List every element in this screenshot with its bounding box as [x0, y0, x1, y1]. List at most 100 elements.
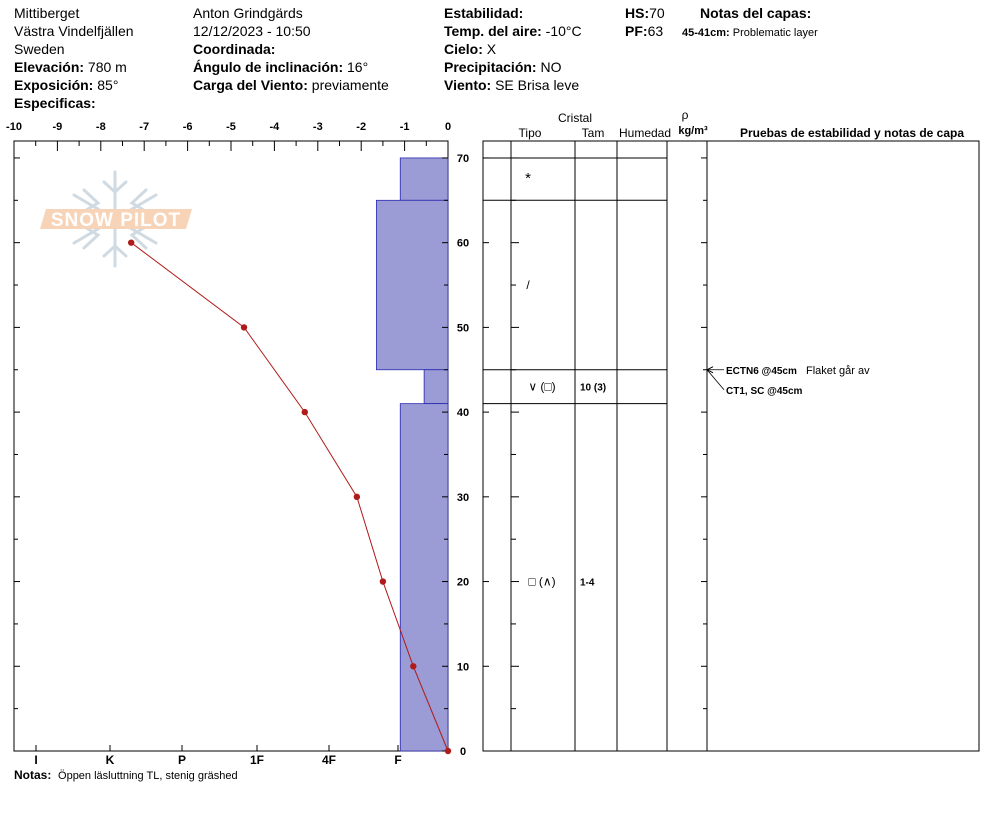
- precip-value: NO: [540, 59, 562, 75]
- depth-tick-label: 50: [457, 322, 469, 334]
- exposure-label: Exposición:: [14, 77, 94, 93]
- temperature-point: [379, 578, 387, 585]
- grain-size: 10 (3): [580, 383, 606, 394]
- temperature-point: [410, 663, 417, 670]
- site-region: Västra Vindelfjällen: [14, 23, 134, 39]
- notes-label: Notas:: [14, 768, 52, 782]
- pf: PF:63: [625, 22, 663, 40]
- observer-name: Anton Grindgärds: [193, 5, 303, 21]
- hardness-profile: [375, 157, 449, 752]
- hardness-tick-label: P: [178, 753, 186, 767]
- slope-value: 16°: [347, 59, 369, 75]
- hardness-tick-label: F: [394, 753, 401, 767]
- test-code: ECTN6 @45cm: [726, 366, 797, 377]
- test-note: Flaket går av: [806, 365, 870, 377]
- temp-tick-label: -3: [313, 121, 323, 133]
- sky-value: X: [486, 41, 497, 57]
- hardness-tick-label: K: [106, 753, 115, 767]
- specifics: Especificas:: [14, 94, 96, 112]
- temp-tick-label: -1: [400, 121, 410, 133]
- site-location: Mittiberget: [14, 5, 80, 21]
- pf-value: 63: [647, 23, 664, 39]
- temp-tick-label: -8: [96, 121, 106, 133]
- layer-note-range: 45-41cm:: [682, 27, 730, 39]
- temp-tick-label: 0: [445, 121, 451, 133]
- site-country: Sweden: [14, 41, 65, 57]
- header-crystal: Cristal: [558, 111, 592, 125]
- sky-label: Cielo:: [444, 41, 483, 57]
- temperature-profile: [127, 239, 452, 755]
- layer-notes-title: Notas del capas:: [700, 5, 812, 21]
- header-rho: ρ: [682, 108, 689, 122]
- hardness-tick-label: 1F: [250, 753, 264, 767]
- table-frame: [482, 140, 980, 752]
- hs-value: 70: [649, 5, 665, 21]
- wind-load-value: previamente: [311, 77, 389, 93]
- layer-note: 45-41cm: Problematic layer: [682, 24, 818, 42]
- temp-tick-label: -7: [139, 121, 149, 133]
- stability: Estabilidad:: [444, 4, 523, 22]
- watermark-banner: [40, 209, 192, 229]
- snowpilot-watermark: SNOW PILOT: [40, 170, 192, 268]
- temp-tick-label: -5: [226, 121, 236, 133]
- test-code: CT1, SC @45cm: [726, 386, 803, 397]
- temp-tick-label: -9: [53, 121, 63, 133]
- air-temp-value: -10°C: [545, 23, 582, 39]
- temperature-point: [127, 239, 135, 246]
- temp-tick-label: -6: [183, 121, 193, 133]
- exposure-value: 85°: [97, 77, 119, 93]
- wind-label: Viento:: [444, 77, 492, 93]
- precip-label: Precipitación:: [444, 59, 537, 75]
- hs-label: HS:: [625, 5, 650, 21]
- stability-label: Estabilidad:: [444, 5, 524, 21]
- table-depth-ticks: [483, 157, 707, 752]
- precipitation: Precipitación: NO: [444, 58, 561, 76]
- wind-value: SE Brisa leve: [495, 77, 580, 93]
- hardness-bar: [399, 157, 449, 201]
- depth-axis: 0 10 20 30 40 50 60 70: [14, 153, 469, 758]
- depth-tick-label: 20: [457, 577, 469, 589]
- hardness-axis: I K P 1F 4F F: [34, 745, 402, 767]
- grain-size: 1-4: [580, 578, 595, 589]
- wind-load-label: Carga del Viento:: [193, 77, 308, 93]
- notes-text: Öppen läsluttning TL, stenig gräshed: [58, 770, 238, 782]
- header-moisture: Humedad: [619, 126, 671, 140]
- coordinate: Coordinada:: [193, 40, 275, 58]
- depth-tick-label: 10: [457, 661, 469, 673]
- slope-label: Ángulo de inclinación:: [193, 59, 344, 75]
- depth-tick-label: 30: [457, 492, 469, 504]
- hardness-bar: [399, 403, 449, 752]
- header-density-unit: kg/m³: [678, 125, 708, 137]
- header-type: Tipo: [519, 126, 542, 140]
- air-temp: Temp. del aire: -10°C: [444, 22, 582, 40]
- header-tests: Pruebas de estabilidad y notas de capa: [740, 126, 964, 140]
- elevation-label: Elevación:: [14, 59, 85, 75]
- header-size: Tam: [582, 126, 605, 140]
- hs: HS:70: [625, 4, 665, 22]
- sky: Cielo: X: [444, 40, 496, 58]
- hardness-bar: [423, 369, 449, 405]
- pf-label: PF:: [625, 23, 648, 39]
- test-arrow: [706, 369, 725, 391]
- grain-type: *: [525, 170, 531, 187]
- grain-type: /: [526, 278, 530, 292]
- temperature-point: [353, 493, 361, 501]
- temperature-point: [301, 408, 308, 416]
- hardness-tick-label: I: [34, 753, 37, 767]
- depth-tick-label: 70: [457, 153, 469, 165]
- observation-datetime: 12/12/2023 - 10:50: [193, 23, 311, 39]
- depth-tick-label: 40: [457, 407, 469, 419]
- temperature-axis: -10 -9 -8 -7 -6 -5 -4 -3 -2 -1 0: [6, 121, 451, 151]
- elevation-value: 780 m: [87, 59, 127, 75]
- slope-angle: Ángulo de inclinación: 16°: [193, 58, 368, 76]
- layer-note-text: Problematic layer: [732, 27, 818, 39]
- elevation: Elevación: 780 m: [14, 58, 127, 76]
- hardness-bar: [375, 199, 449, 371]
- wind: Viento: SE Brisa leve: [444, 76, 579, 94]
- table-rows: * / ∨ (□) 10 (3) □ (∧) 1-4: [483, 157, 667, 589]
- temp-tick-label: -10: [6, 121, 22, 133]
- grain-type: ∨ (□): [528, 380, 555, 394]
- depth-tick-label: 60: [457, 238, 469, 250]
